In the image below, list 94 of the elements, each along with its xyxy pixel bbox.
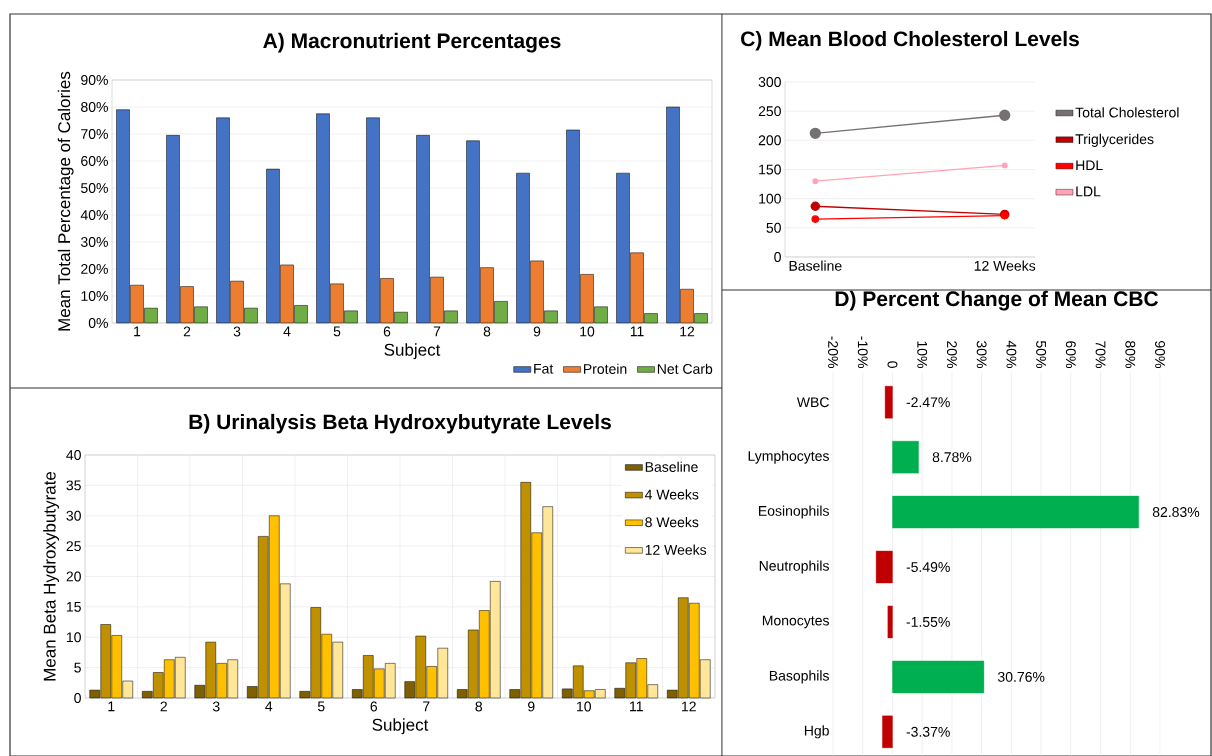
y-tick-label: 100 [759,193,781,204]
x-tick-label: 7 [433,326,441,337]
y-tick-label: 30 [66,510,81,521]
y-tick-label: 5 [74,662,81,673]
y-tick-label: 10 [66,632,81,643]
x-tick-label: 80% [1125,341,1136,368]
data-label: 8.78% [932,452,972,463]
x-tick-label: 70% [1095,341,1106,368]
x-tick-label: 3 [233,326,241,337]
x-tick-label: 10 [577,701,591,712]
y-tick-label: 70% [81,129,108,139]
y-tick-label: 200 [758,135,781,146]
x-tick-label: 5 [333,326,341,337]
x-tick-label: -20% [828,336,838,368]
x-tick-label: 1 [134,326,141,337]
chart-title: D) Percent Change of Mean CBC [835,290,1159,311]
x-tick-label: 6 [383,326,391,337]
x-tick-label: 9 [533,326,541,337]
legend-label: Total Cholesterol [1075,107,1179,118]
y-tick-label: 0 [774,252,781,262]
y-tick-label: 60% [81,156,108,166]
x-tick-label: 2 [160,701,167,712]
y-tick-label: Basophils [769,670,829,684]
y-tick-label: 50 [766,222,781,233]
legend-label: 8 Weeks [645,516,699,528]
y-tick-label: 150 [759,164,781,175]
x-tick-label: 3 [212,701,220,712]
x-tick-label: 90% [1155,341,1165,368]
x-tick-label: 60% [1065,341,1076,368]
x-tick-label: 8 [483,326,491,337]
x-tick-label: 11 [630,701,643,712]
x-tick-label: 6 [370,701,378,712]
data-label: 30.76% [997,671,1045,682]
y-tick-label: WBC [796,397,829,408]
y-tick-label: 50% [81,183,108,193]
legend-label: 4 Weeks [644,489,699,500]
x-tick-label: 4 [265,701,273,712]
chart-title: C) Mean Blood Cholesterol Levels [741,30,1079,51]
y-tick-label: 40% [80,210,108,220]
y-tick-label: 15 [66,601,81,612]
x-tick-label: 0 [887,361,898,368]
y-tick-label: Hgb [804,725,829,739]
x-tick-label: 30% [976,340,987,368]
y-tick-label: 0 [74,693,81,703]
data-label: -3.37% [906,726,950,737]
legend-label: 12 Weeks [645,544,707,555]
y-tick-label: 0% [88,318,108,328]
legend-label: Protein [584,363,627,374]
data-label: -2.47% [906,397,950,408]
y-axis-title: Mean Beta Hydroxybutyrate [43,471,60,681]
legend-label: LDL [1076,186,1101,197]
y-tick-label: 30% [80,237,108,247]
x-axis-title: Subject [384,343,441,360]
chart-title: A) Macronutrient Percentages [263,32,561,53]
x-tick-label: 10% [917,341,928,368]
legend-label: Baseline [645,461,698,472]
y-tick-label: Eosinophils [759,505,829,519]
y-tick-label: 250 [758,106,781,117]
y-tick-label: 300 [758,77,781,87]
y-tick-label: 10% [81,291,108,301]
x-tick-label: 20% [946,341,957,368]
y-tick-label: Monocytes [762,615,829,629]
y-tick-label: Lymphocytes [748,450,829,464]
data-label: 82.83% [1152,507,1200,518]
data-label: -5.49% [906,562,950,572]
y-tick-label: 25 [66,541,81,552]
y-tick-label: 40 [66,450,81,460]
legend-label: Triglycerides [1075,133,1154,147]
y-tick-label: 20 [66,571,81,582]
y-axis-title: Mean Total Percentage of Calories [57,71,74,331]
x-tick-label: 5 [317,701,325,712]
x-tick-label: 9 [528,701,535,712]
x-tick-label: 10 [580,326,595,337]
x-axis-title: Subject [372,718,429,735]
x-tick-label: 12 [680,326,695,337]
y-tick-label: 80% [81,102,108,112]
x-tick-label: 11 [630,326,644,337]
x-tick-label: 50% [1036,341,1047,368]
x-tick-label: 40% [1006,340,1017,368]
data-label: -1.55% [906,617,950,627]
y-tick-label: 90% [81,75,108,85]
x-tick-label: 8 [475,701,483,712]
chart-title: B) Urinalysis Beta Hydroxybutyrate Levels [189,413,611,434]
x-tick-label: 4 [283,326,291,337]
x-tick-label: -10% [857,336,868,368]
x-tick-label: 1 [108,701,115,712]
legend-label: Fat [534,363,554,374]
x-tick-label: 2 [183,326,191,337]
legend-label: Net Carb [657,363,713,374]
y-tick-label: Neutrophils [759,560,829,574]
x-tick-label: 7 [423,701,430,712]
y-tick-label: 35 [66,480,81,491]
x-tick-label: 12 [682,701,696,712]
legend-label: HDL [1076,160,1103,171]
